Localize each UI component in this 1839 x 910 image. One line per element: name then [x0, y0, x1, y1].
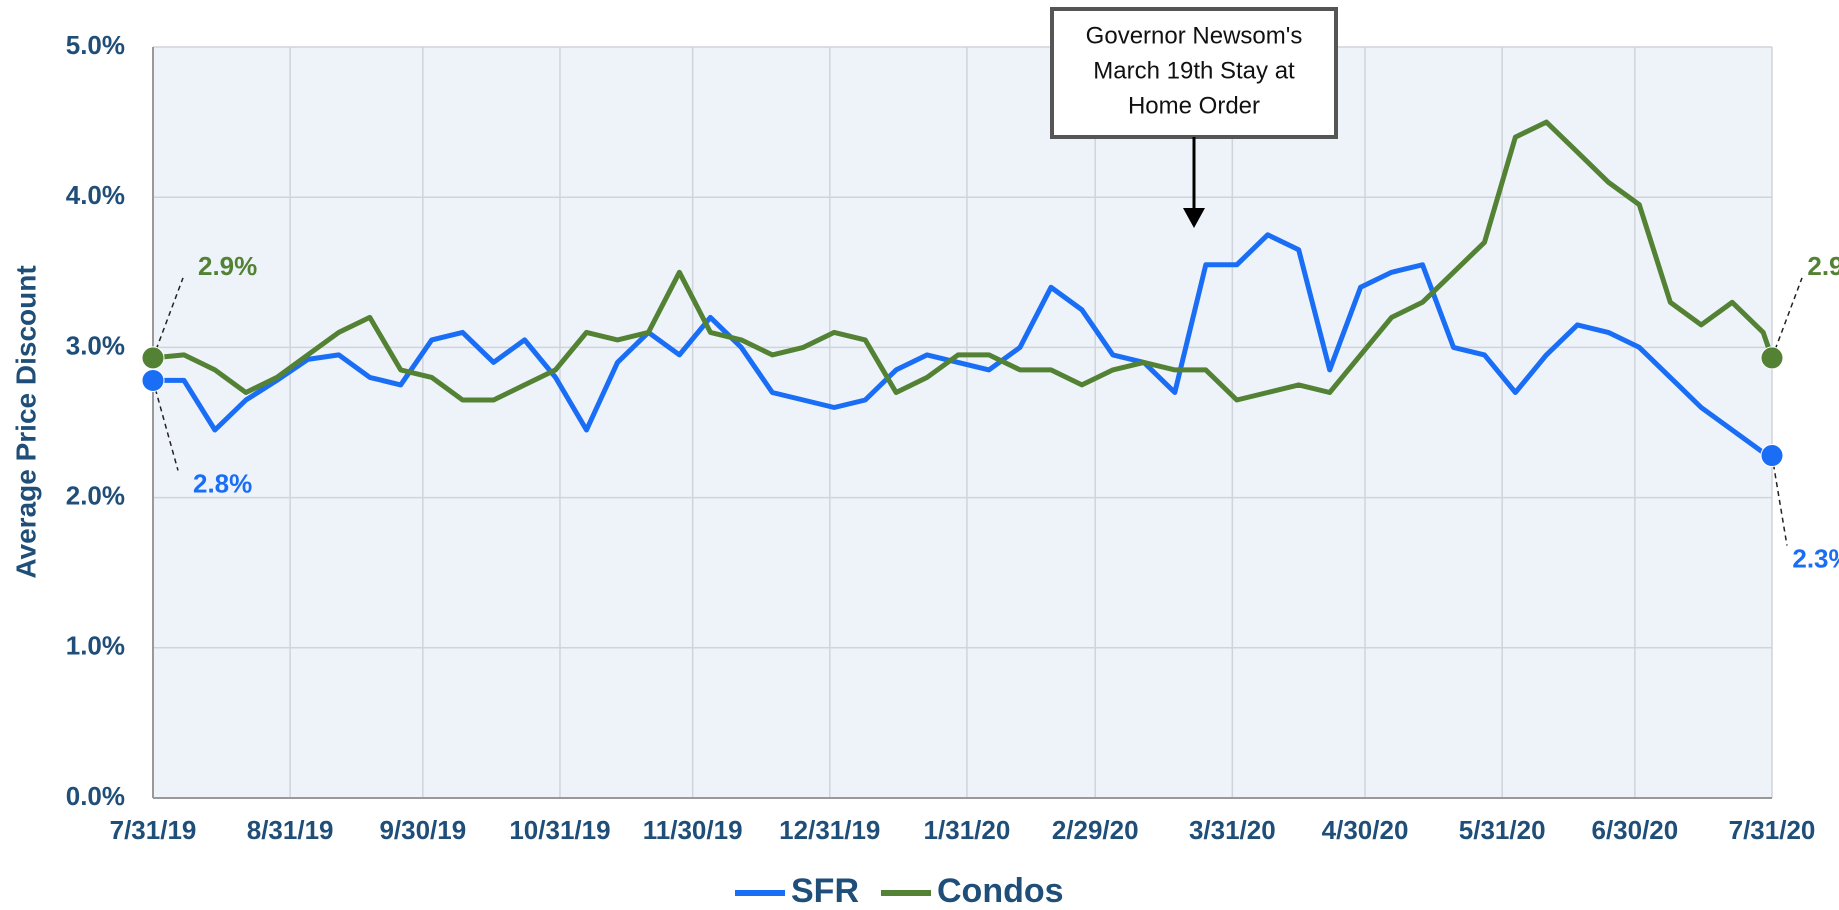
data-label: 2.8% [193, 468, 252, 498]
annotation-text: March 19th Stay at [1093, 57, 1295, 84]
y-tick-label: 2.0% [66, 480, 125, 510]
x-tick-label: 7/31/20 [1729, 815, 1816, 845]
y-tick-label: 4.0% [66, 180, 125, 210]
legend-label: Condos [937, 872, 1064, 905]
x-tick-label: 4/30/20 [1322, 815, 1409, 845]
end-marker [141, 368, 165, 392]
plot-area [153, 47, 1772, 798]
data-label: 2.9% [198, 251, 257, 281]
end-marker [1760, 444, 1784, 468]
x-tick-label: 5/31/20 [1459, 815, 1546, 845]
x-tick-label: 9/30/19 [379, 815, 466, 845]
y-tick-label: 0.0% [66, 781, 125, 811]
end-marker [141, 346, 165, 370]
leader-line [1771, 455, 1788, 546]
annotation-arrowhead [1183, 208, 1205, 228]
end-marker [1760, 346, 1784, 370]
leader-line [1771, 277, 1803, 359]
annotation-text: Governor Newsom's [1086, 22, 1303, 49]
x-tick-label: 2/29/20 [1052, 815, 1139, 845]
annotation-box [1050, 7, 1338, 139]
x-tick-label: 12/31/19 [779, 815, 880, 845]
series-line [153, 232, 1773, 458]
y-axis-title: Average Price Discount [10, 265, 41, 578]
y-tick-label: 1.0% [66, 631, 125, 661]
data-label: 2.9% [1807, 251, 1839, 281]
y-tick-label: 3.0% [66, 330, 125, 360]
x-tick-label: 6/30/20 [1591, 815, 1678, 845]
x-tick-label: 1/31/20 [924, 815, 1011, 845]
annotation: Governor Newsom's March 19th Stay at Hom… [1050, 7, 1338, 228]
data-label: 2.3% [1792, 543, 1839, 573]
leader-line [152, 380, 179, 471]
x-tick-label: 11/30/19 [643, 815, 743, 845]
series-line [152, 119, 1775, 403]
annotation-text: Home Order [1128, 92, 1260, 119]
x-tick-label: 8/31/19 [247, 815, 334, 845]
x-tick-label: 7/31/19 [110, 815, 197, 845]
legend-label: SFR [791, 872, 859, 905]
y-tick-label: 5.0% [66, 30, 125, 60]
x-tick-label: 10/31/19 [509, 815, 610, 845]
x-tick-label: 3/31/20 [1189, 815, 1276, 845]
